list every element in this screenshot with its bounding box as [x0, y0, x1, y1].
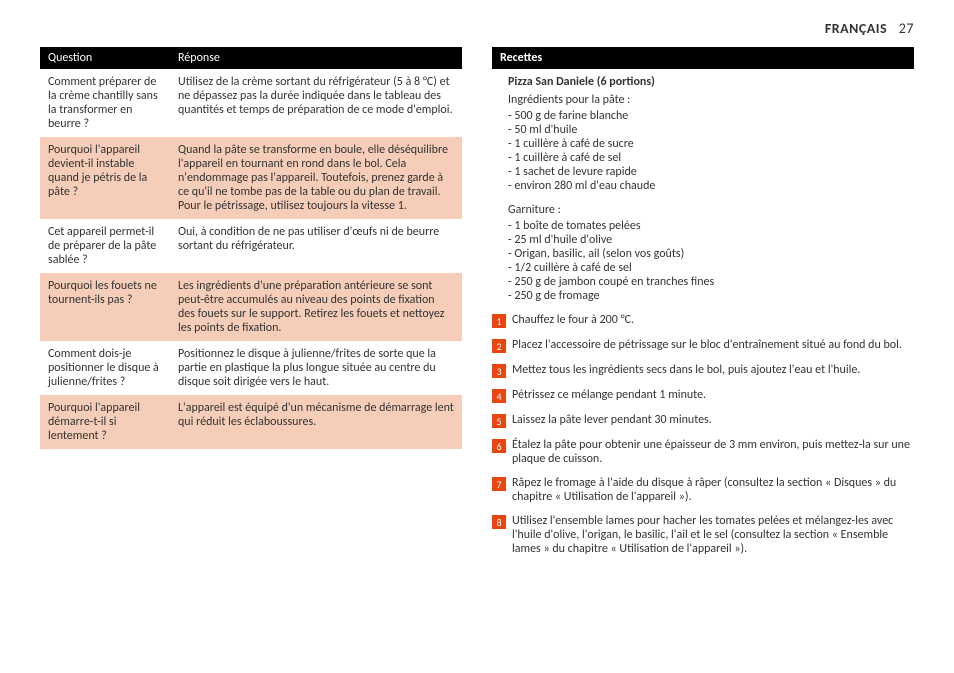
step-text: Mettez tous les ingrédients secs dans le…	[512, 363, 914, 377]
step-number: 5	[492, 414, 506, 428]
page-content: Question Réponse Comment préparer de la …	[40, 47, 914, 566]
faq-row: Pourquoi l'appareil devient-il instable …	[40, 137, 462, 219]
ingredient-item: - 1 cuillère à café de sel	[508, 151, 914, 165]
ingredient-item: - 1 boîte de tomates pelées	[508, 219, 914, 233]
faq-table: Question Réponse Comment préparer de la …	[40, 47, 462, 449]
faq-row: Cet appareil permet-il de préparer de la…	[40, 219, 462, 273]
step-text: Pétrissez ce mélange pendant 1 minute.	[512, 388, 914, 402]
faq-answer: Quand la pâte se transforme en boule, el…	[170, 137, 462, 219]
ingredient-item: - environ 280 ml d'eau chaude	[508, 179, 914, 193]
right-column: Recettes Pizza San Daniele (6 portions) …	[492, 47, 914, 566]
dough-ingredients: - 500 g de farine blanche- 50 ml d'huile…	[508, 109, 914, 193]
step-number: 7	[492, 477, 506, 491]
step-number: 1	[492, 314, 506, 328]
recipes-section-header: Recettes	[492, 47, 914, 69]
step-number: 4	[492, 389, 506, 403]
faq-question: Pourquoi les fouets ne tournent-ils pas …	[40, 273, 170, 341]
ingredient-item: - 50 ml d'huile	[508, 123, 914, 137]
faq-col-answer: Réponse	[170, 47, 462, 69]
faq-question: Comment préparer de la crème chantilly s…	[40, 69, 170, 137]
faq-row: Pourquoi l'appareil démarre-t-il si lent…	[40, 395, 462, 449]
ingredient-item: - 25 ml d'huile d'olive	[508, 233, 914, 247]
faq-table-header: Question Réponse	[40, 47, 462, 69]
left-column: Question Réponse Comment préparer de la …	[40, 47, 462, 566]
ingredient-item: - 500 g de farine blanche	[508, 109, 914, 123]
faq-answer: Utilisez de la crème sortant du réfrigér…	[170, 69, 462, 137]
step-number: 8	[492, 515, 506, 529]
page-number: 27	[899, 20, 914, 37]
faq-row: Pourquoi les fouets ne tournent-ils pas …	[40, 273, 462, 341]
ingredient-item: - 250 g de fromage	[508, 289, 914, 303]
ingredient-item: - 1 cuillère à café de sucre	[508, 137, 914, 151]
recipe-steps: 1 Chauffez le four à 200 °C. 2 Placez l'acc…	[492, 313, 914, 556]
recipe-title: Pizza San Daniele (6 portions)	[508, 75, 914, 89]
recipe-step: 2 Placez l'accessoire de pétrissage sur l…	[492, 338, 914, 353]
faq-row: Comment préparer de la crème chantilly s…	[40, 69, 462, 137]
topping-ingredients: - 1 boîte de tomates pelées- 25 ml d'hui…	[508, 219, 914, 303]
step-text: Râpez le fromage à l'aide du disque à râ…	[512, 476, 914, 504]
faq-row: Comment dois-je positionner le disque à …	[40, 341, 462, 395]
faq-answer: Oui, à condition de ne pas utiliser d'œu…	[170, 219, 462, 273]
faq-answer: Les ingrédients d'une préparation antéri…	[170, 273, 462, 341]
step-number: 2	[492, 339, 506, 353]
recipe-step: 7 Râpez le fromage à l'aide du disque à r…	[492, 476, 914, 504]
dough-label: Ingrédients pour la pâte :	[508, 93, 914, 107]
topping-label: Garniture :	[508, 203, 914, 217]
faq-question: Comment dois-je positionner le disque à …	[40, 341, 170, 395]
language-label: FRANÇAIS	[825, 20, 887, 37]
faq-question: Pourquoi l'appareil devient-il instable …	[40, 137, 170, 219]
step-number: 6	[492, 439, 506, 453]
recipe-step: 5 Laissez la pâte lever pendant 30 minute…	[492, 413, 914, 428]
recipe-step: 1 Chauffez le four à 200 °C.	[492, 313, 914, 328]
ingredient-item: - 250 g de jambon coupé en tranches fine…	[508, 275, 914, 289]
page-header: FRANÇAIS 27	[40, 20, 914, 37]
step-text: Utilisez l'ensemble lames pour hacher le…	[512, 514, 914, 556]
ingredient-item: - Origan, basilic, ail (selon vos goûts)	[508, 247, 914, 261]
faq-question: Pourquoi l'appareil démarre-t-il si lent…	[40, 395, 170, 449]
faq-answer: L'appareil est équipé d'un mécanisme de …	[170, 395, 462, 449]
step-text: Chauffez le four à 200 °C.	[512, 313, 914, 327]
faq-rows: Comment préparer de la crème chantilly s…	[40, 69, 462, 449]
recipe-step: 8 Utilisez l'ensemble lames pour hacher l…	[492, 514, 914, 556]
ingredient-item: - 1/2 cuillère à café de sel	[508, 261, 914, 275]
step-text: Étalez la pâte pour obtenir une épaisseu…	[512, 438, 914, 466]
step-text: Placez l'accessoire de pétrissage sur le…	[512, 338, 914, 352]
recipe-step: 3 Mettez tous les ingrédients secs dans l…	[492, 363, 914, 378]
step-text: Laissez la pâte lever pendant 30 minutes…	[512, 413, 914, 427]
faq-answer: Positionnez le disque à julienne/frites …	[170, 341, 462, 395]
faq-question: Cet appareil permet-il de préparer de la…	[40, 219, 170, 273]
recipe-step: 4 Pétrissez ce mélange pendant 1 minute.	[492, 388, 914, 403]
ingredient-item: - 1 sachet de levure rapide	[508, 165, 914, 179]
recipe-step: 6 Étalez la pâte pour obtenir une épaisse…	[492, 438, 914, 466]
step-number: 3	[492, 364, 506, 378]
faq-col-question: Question	[40, 47, 170, 69]
